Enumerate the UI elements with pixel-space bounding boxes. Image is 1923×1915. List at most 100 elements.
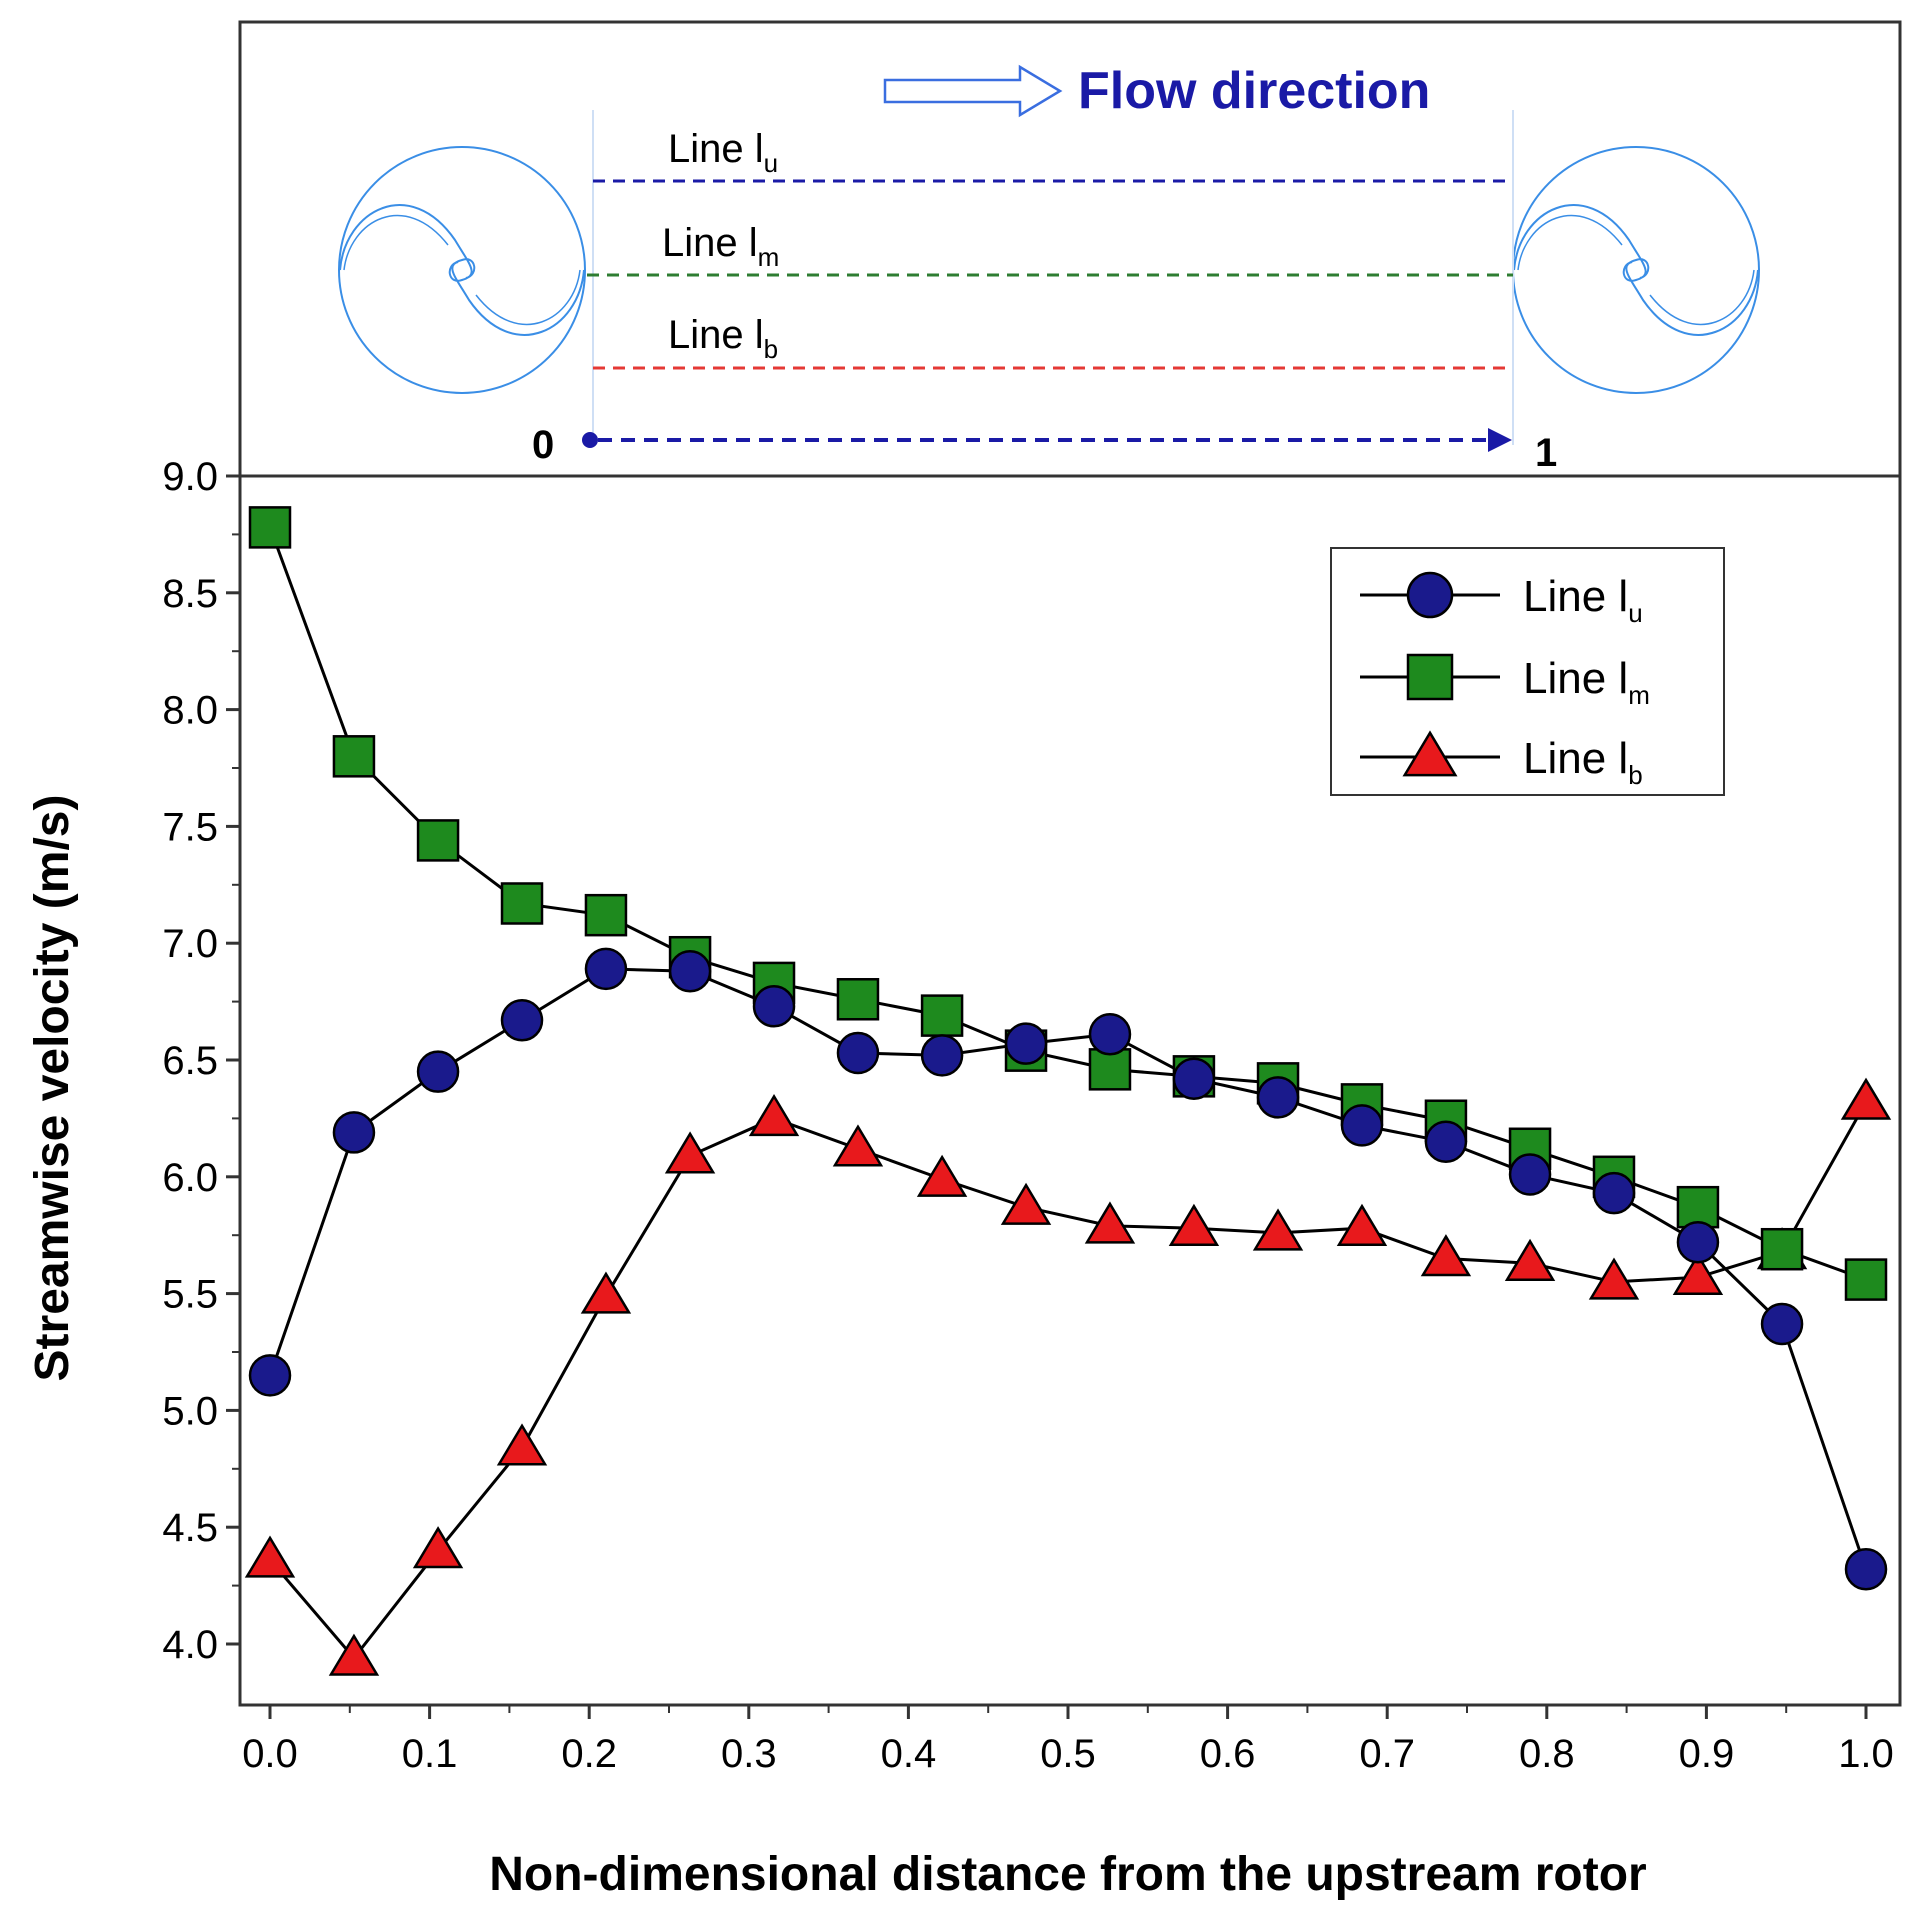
y-tick-label: 4.0 bbox=[162, 1623, 218, 1667]
y-axis-ticks: 4.0 4.5 5.0 5.5 6.0 6.5 7.0 7.5 8.0 8.5 9.0 bbox=[162, 455, 240, 1667]
x-tick-label: 0.4 bbox=[881, 1732, 937, 1776]
data-point-lm bbox=[500, 882, 544, 925]
x-tick-label: 1.0 bbox=[1838, 1732, 1894, 1776]
flow-direction-label: Flow direction bbox=[1078, 62, 1430, 120]
data-point-lu bbox=[1592, 1171, 1636, 1215]
data-point-lu bbox=[248, 1354, 292, 1397]
y-tick-label: 6.5 bbox=[162, 1039, 218, 1083]
start-label: 0 bbox=[532, 423, 554, 467]
data-point-lm bbox=[1844, 1258, 1888, 1301]
data-point-lb bbox=[1252, 1208, 1304, 1251]
x-tick-label: 0.1 bbox=[402, 1732, 458, 1776]
data-point-lb bbox=[1672, 1252, 1724, 1295]
line-lb-label: Line lb bbox=[668, 313, 778, 364]
y-tick-label: 5.0 bbox=[162, 1389, 218, 1433]
series-line-lb bbox=[268, 1101, 1868, 1661]
data-point-lm bbox=[584, 893, 628, 937]
data-point-lu bbox=[584, 947, 628, 991]
y-tick-label: 5.5 bbox=[162, 1273, 218, 1317]
data-point-lu bbox=[1172, 1057, 1216, 1100]
data-point-lb bbox=[1000, 1182, 1052, 1225]
data-point-lu bbox=[920, 1034, 964, 1077]
legend-marker-lb bbox=[1402, 730, 1458, 777]
data-point-lb bbox=[832, 1124, 884, 1167]
data-point-lb bbox=[496, 1423, 548, 1466]
data-point-lu bbox=[1676, 1220, 1720, 1264]
flow-arrow-icon bbox=[883, 64, 1063, 118]
x-axis-ticks: 0.0 0.1 0.2 0.3 0.4 0.5 0.6 0.7 0.8 0.9 1.0 bbox=[242, 1705, 1894, 1776]
data-point-lm bbox=[332, 735, 376, 778]
data-point-lm bbox=[248, 506, 292, 549]
x-tick-label: 0.9 bbox=[1679, 1732, 1735, 1776]
data-point-lu bbox=[668, 949, 712, 993]
data-point-lu bbox=[1004, 1022, 1048, 1065]
data-point-lu bbox=[332, 1111, 376, 1154]
chart: 4.0 4.5 5.0 5.5 6.0 6.5 7.0 7.5 8.0 8.5 9.0 0.0 0.1… bbox=[26, 455, 1902, 1901]
data-point-lm bbox=[1760, 1227, 1804, 1271]
data-point-lb bbox=[916, 1154, 968, 1197]
data-point-lu bbox=[500, 999, 544, 1042]
line-lm-label: Line lm bbox=[662, 221, 779, 272]
y-tick-label: 8.0 bbox=[162, 689, 218, 733]
data-point-lu bbox=[1760, 1302, 1804, 1346]
line-lu-label: Line lu bbox=[668, 127, 778, 178]
flow-diagram: Flow direction Line lu Line lm Line lb 0… bbox=[238, 20, 1902, 478]
legend: Line lu Line lm Line lb bbox=[1330, 547, 1725, 796]
data-point-lu bbox=[1340, 1104, 1384, 1147]
data-point-lu bbox=[1844, 1547, 1888, 1591]
y-tick-label: 6.0 bbox=[162, 1156, 218, 1200]
data-point-lm bbox=[416, 819, 460, 862]
x-tick-label: 0.3 bbox=[721, 1732, 777, 1776]
data-point-lm bbox=[920, 994, 964, 1037]
data-point-lb bbox=[412, 1526, 464, 1569]
data-point-lb bbox=[1336, 1203, 1388, 1246]
data-point-lb bbox=[1840, 1077, 1892, 1120]
series-layer bbox=[244, 506, 1892, 1676]
x-axis-title: Non-dimensional distance from the upstre… bbox=[489, 1848, 1646, 1901]
end-label: 1 bbox=[1535, 431, 1557, 475]
diagram-frame bbox=[238, 20, 1902, 478]
x-tick-label: 0.5 bbox=[1040, 1732, 1096, 1776]
data-point-lu bbox=[1424, 1120, 1468, 1164]
legend-label-lb: Line lb bbox=[1523, 734, 1643, 790]
data-point-lb bbox=[244, 1535, 296, 1578]
legend-label-lu: Line lu bbox=[1523, 572, 1643, 628]
x-tick-label: 0.8 bbox=[1519, 1732, 1575, 1776]
data-point-lb bbox=[1588, 1257, 1640, 1300]
data-point-lb bbox=[1084, 1201, 1136, 1244]
start-dot bbox=[582, 432, 598, 448]
data-point-lb bbox=[328, 1633, 380, 1676]
x-tick-label: 0.2 bbox=[561, 1732, 617, 1776]
y-tick-label: 7.5 bbox=[162, 805, 218, 849]
downstream-rotor-icon bbox=[1512, 146, 1760, 394]
data-point-lb bbox=[1504, 1238, 1556, 1281]
y-axis-title: Streamwise velocity (m/s) bbox=[26, 795, 79, 1382]
y-tick-label: 4.5 bbox=[162, 1506, 218, 1550]
plot-frame bbox=[238, 474, 1902, 1707]
data-point-lb bbox=[664, 1131, 716, 1174]
data-point-lu bbox=[836, 1031, 880, 1075]
y-tick-label: 8.5 bbox=[162, 572, 218, 616]
x-tick-label: 0.0 bbox=[242, 1732, 298, 1776]
data-point-lu bbox=[1088, 1013, 1132, 1056]
data-point-lb bbox=[1168, 1203, 1220, 1246]
data-point-lb bbox=[1420, 1234, 1472, 1277]
y-tick-label: 9.0 bbox=[162, 455, 218, 499]
data-point-lm bbox=[836, 978, 880, 1021]
legend-label-lm: Line lm bbox=[1523, 654, 1650, 710]
data-point-lu bbox=[1256, 1076, 1300, 1119]
distance-arrow-head bbox=[1488, 428, 1512, 452]
data-point-lu bbox=[1508, 1153, 1552, 1196]
x-tick-label: 0.6 bbox=[1200, 1732, 1256, 1776]
y-tick-label: 7.0 bbox=[162, 922, 218, 966]
legend-marker-lu bbox=[1406, 571, 1454, 619]
data-point-lb bbox=[748, 1093, 800, 1137]
data-point-lb bbox=[580, 1271, 632, 1314]
legend-items: Line lu Line lm Line lb bbox=[1360, 571, 1650, 790]
legend-box bbox=[1330, 547, 1725, 796]
legend-marker-lm bbox=[1406, 653, 1454, 701]
data-point-lu bbox=[752, 985, 796, 1028]
data-point-lu bbox=[416, 1050, 460, 1093]
x-tick-label: 0.7 bbox=[1359, 1732, 1415, 1776]
